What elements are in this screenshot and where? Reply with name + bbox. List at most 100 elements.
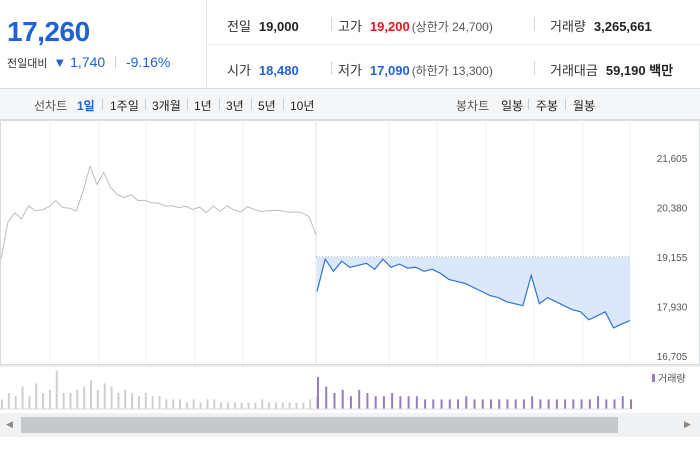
volume-bar [391,393,394,409]
period-1d-button[interactable]: 1일 [77,99,95,113]
volume-bar [233,402,236,409]
volume-bar [349,396,352,409]
volume-bar [415,396,418,409]
stat-volume: 거래량 3,265,661 [550,16,652,35]
volume-bar [539,399,542,409]
plot-frame [0,120,700,365]
period-3y-button[interactable]: 3년 [226,99,244,113]
stat-sub: (하한가 13,300) [411,64,493,78]
volume-bar [144,393,147,409]
y-tick-label: 19,155 [657,253,688,264]
stat-low: 저가 17,090 (하한가 13,300) [338,60,493,79]
scroll-left-icon[interactable]: ◀ [6,419,13,429]
legend-swatch [652,374,655,382]
period-1w-button[interactable]: 1주일 [110,99,139,113]
divider [565,99,566,110]
line-chart-label: 선차트 [34,99,68,113]
divider [331,61,332,75]
volume-bar [28,396,31,409]
volume-bar [514,399,517,409]
volume-bar [240,402,243,409]
volume-bar [432,399,435,409]
volume-bar [48,389,51,409]
volume-bar [555,399,558,409]
volume-bar [621,396,624,409]
volume-bar [7,393,10,409]
scroll-thumb[interactable] [21,417,618,433]
period-3m-button[interactable]: 3개월 [152,99,181,113]
stat-label: 저가 [338,63,362,78]
stat-prev-close: 전일 19,000 [227,16,299,35]
chart-fill [317,257,630,328]
volume-bar [317,377,319,409]
volume-bar [179,399,182,409]
volume-bar [580,399,583,409]
volume-bar [374,396,377,409]
period-1y-button[interactable]: 1년 [194,99,212,113]
volume-bar [103,383,106,409]
volume-bar [220,402,223,409]
period-bar: 선차트 1일 1주일 3개월 1년 3년 5년 10년 봉차트 일봉 주봉 월봉 [0,89,700,120]
volume-bar [448,399,451,409]
period-5y-button[interactable]: 5년 [258,99,276,113]
volume-bar [489,399,492,409]
volume-bar [14,396,17,409]
series-previous-day [0,164,317,260]
series-today [316,257,631,329]
y-tick-label: 17,930 [657,303,688,314]
volume-bar [498,399,501,409]
volume-bar [131,393,134,409]
volume-bar [124,389,127,409]
period-10y-button[interactable]: 10년 [290,99,315,113]
price-chart: 21,605 20,380 19,155 17,930 16,705 거래량 [0,120,700,410]
volume-bar [325,386,328,409]
divider [207,44,700,45]
legend-volume-label: 거래량 [658,373,686,385]
volume-bar [90,380,93,409]
volume-bar [76,389,79,409]
volume-bar [62,393,65,409]
candle-monthly-button[interactable]: 월봉 [573,99,596,113]
volume-bar [564,399,567,409]
quote-summary: 17,260 전일대비 ▼ 1,740 -9.16% 전일 19,000 고가 19… [0,0,700,89]
volume-bar [117,393,120,409]
volume-bar [295,402,298,409]
triangle-down-icon: ▼ [53,55,67,70]
volume-bar [185,402,188,409]
volume-bar [199,402,202,409]
area-fill [317,257,630,328]
stat-sub: (상한가 24,700) [411,20,493,34]
divider [528,99,529,110]
volume-bar [522,399,525,409]
volume-bar [35,383,38,409]
stat-amount: 거래대금 59,190 백만 [550,60,673,79]
volume-bar [588,399,591,409]
volume-bar [288,402,291,409]
volume-bar [165,399,168,409]
scroll-right-icon[interactable]: ▶ [684,419,691,429]
divider [283,99,284,110]
volume-bar [254,402,257,409]
volume-bar [21,386,24,409]
divider [534,17,535,31]
volume-bar [473,399,476,409]
volume-bar [42,393,45,409]
stat-value: 19,000 [258,19,299,34]
y-tick-label: 16,705 [657,352,688,363]
volume-legend: 거래량 [652,373,686,385]
candle-weekly-button[interactable]: 주봉 [536,99,559,113]
volume-bar [407,396,410,409]
volume-bar [309,399,312,409]
candle-daily-button[interactable]: 일봉 [501,99,524,113]
volume-bar [399,396,402,409]
change-percent: -9.16% [125,54,171,70]
volume-bar [261,399,264,409]
stat-high: 고가 19,200 (상한가 24,700) [338,16,493,35]
stat-open: 시가 18,480 [227,60,299,79]
volume-bar [151,396,154,409]
volume-bar [137,396,140,409]
volume-bar [96,389,99,409]
volume-bar [506,399,509,409]
divider [187,99,188,110]
volume-bar [55,370,58,409]
